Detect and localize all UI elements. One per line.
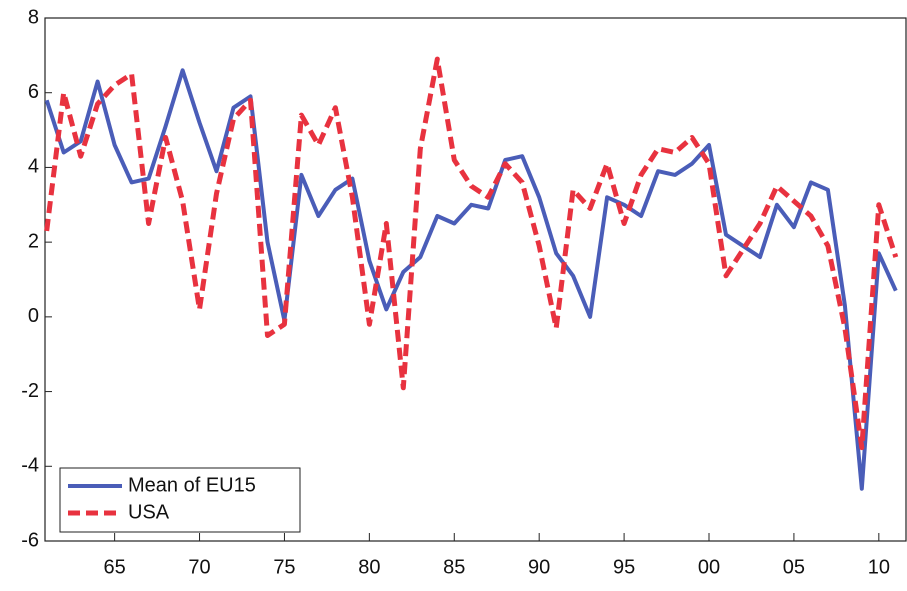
- y-tick-label: 2: [28, 230, 39, 252]
- x-tick-label: 80: [358, 556, 380, 578]
- x-tick-label: 85: [443, 556, 465, 578]
- y-tick-label: -2: [21, 380, 39, 402]
- y-tick-label: 0: [28, 305, 39, 327]
- x-tick-label: 75: [273, 556, 295, 578]
- y-tick-label: 6: [28, 81, 39, 103]
- plot-frame: [44, 17, 907, 542]
- x-tick-label: 05: [783, 556, 805, 578]
- y-tick-label: -4: [21, 455, 39, 477]
- x-tick-label: 95: [613, 556, 635, 578]
- y-tick-label: 4: [28, 156, 39, 178]
- series-line: [44, 56, 899, 451]
- x-tick-label: 00: [698, 556, 720, 578]
- legend-box: [59, 467, 301, 533]
- y-tick-label: 8: [28, 6, 39, 28]
- x-tick-label: 70: [188, 556, 210, 578]
- series-line: [44, 68, 898, 491]
- x-tick-label: 10: [868, 556, 890, 578]
- x-tick-label: 65: [104, 556, 126, 578]
- legend-label: USA: [128, 501, 170, 523]
- y-tick-label: -6: [21, 529, 39, 551]
- legend-label: Mean of EU15: [128, 474, 256, 496]
- x-tick-label: 90: [528, 556, 550, 578]
